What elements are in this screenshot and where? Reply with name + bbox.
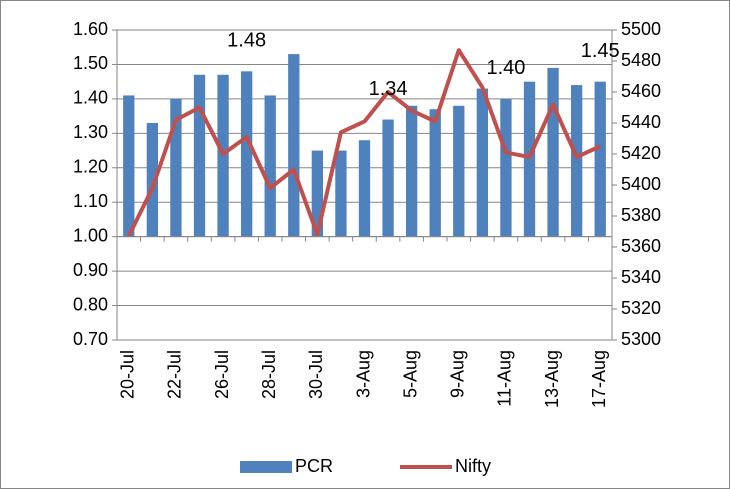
- y-tick-label: 1.50: [73, 53, 108, 73]
- y2-tick-label: 5480: [621, 50, 661, 70]
- x-tick-label: 28-Jul: [259, 350, 279, 399]
- y2-tick-label: 5300: [621, 329, 661, 349]
- y2-tick-label: 5340: [621, 267, 661, 287]
- bar: [123, 95, 135, 237]
- bar: [170, 98, 182, 237]
- bar: [288, 54, 300, 237]
- bar: [594, 81, 606, 237]
- legend-swatch: [240, 461, 292, 473]
- x-tick-label: 11-Aug: [495, 350, 515, 407]
- bar: [453, 105, 465, 237]
- bar: [264, 95, 276, 237]
- bar: [570, 85, 583, 237]
- x-tick-label: 3-Aug: [353, 350, 373, 398]
- x-tick-label: 26-Jul: [212, 350, 232, 399]
- y-tick-label: 1.30: [73, 122, 108, 142]
- y-tick-label: 1.10: [73, 191, 108, 211]
- bar: [358, 140, 371, 237]
- y-tick-label: 1.00: [73, 225, 108, 245]
- y-tick-label: 1.40: [73, 88, 108, 108]
- x-tick-label: 20-Jul: [118, 350, 138, 399]
- x-tick-label: 5-Aug: [400, 350, 420, 398]
- y-tick-label: 0.80: [73, 294, 108, 314]
- y2-tick-label: 5500: [621, 19, 661, 39]
- bar: [335, 150, 347, 237]
- x-tick-label: 9-Aug: [448, 350, 468, 398]
- y-tick-label: 0.70: [73, 329, 108, 349]
- y2-tick-label: 5420: [621, 143, 661, 163]
- data-label: 1.48: [227, 30, 266, 52]
- y2-tick-label: 5440: [621, 112, 661, 132]
- legend-label: Nifty: [455, 456, 491, 476]
- legend-label: PCR: [295, 456, 333, 476]
- bar: [429, 109, 441, 237]
- y2-tick-label: 5380: [621, 205, 661, 225]
- x-tick-label: 22-Jul: [165, 350, 185, 399]
- bar: [523, 81, 536, 237]
- bar: [382, 119, 394, 237]
- y-tick-label: 1.20: [73, 157, 108, 177]
- x-tick-label: 13-Aug: [542, 350, 562, 408]
- bar: [547, 67, 559, 237]
- x-tick-label: 30-Jul: [306, 350, 326, 399]
- data-label: 1.40: [486, 57, 525, 79]
- bar: [240, 71, 253, 237]
- data-label: 1.45: [581, 40, 620, 62]
- y2-tick-label: 5460: [621, 81, 661, 101]
- bar: [146, 123, 159, 237]
- y-tick-label: 1.60: [73, 19, 108, 39]
- data-label: 1.34: [369, 78, 408, 100]
- y-tick-label: 0.90: [73, 260, 108, 280]
- line: [126, 48, 602, 238]
- x-tick-label: 17-Aug: [589, 350, 609, 408]
- y2-tick-label: 5400: [621, 174, 661, 194]
- y2-tick-label: 5320: [621, 298, 661, 318]
- y2-tick-label: 5360: [621, 236, 661, 256]
- bar: [500, 98, 512, 237]
- bar: [405, 105, 418, 237]
- bar: [193, 74, 206, 237]
- bar: [311, 150, 324, 237]
- bar: [476, 88, 489, 237]
